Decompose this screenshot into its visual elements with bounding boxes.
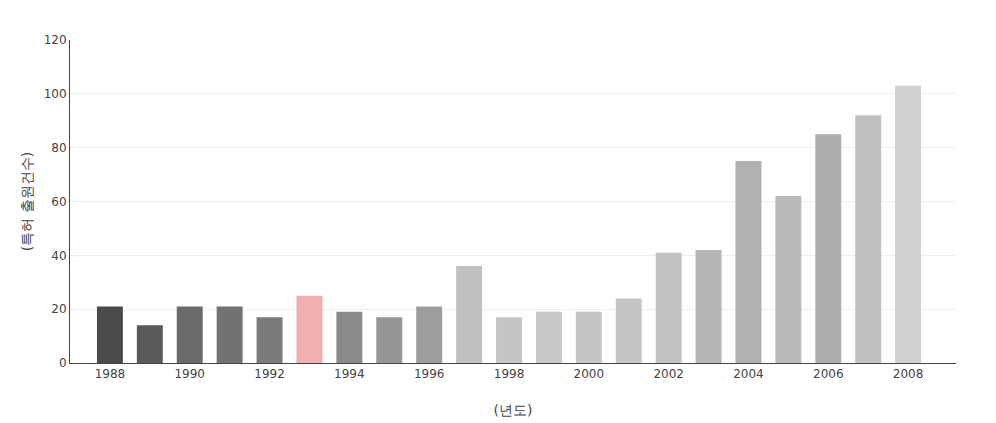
svg-text:(특허 출원건수): (특허 출원건수) [19,152,35,251]
svg-text:0: 0 [59,356,67,370]
svg-text:40: 40 [51,249,66,263]
svg-text:2006: 2006 [813,367,844,381]
svg-text:2004: 2004 [733,367,764,381]
svg-text:1994: 1994 [334,367,365,381]
svg-text:20: 20 [51,302,66,316]
svg-text:2002: 2002 [653,367,684,381]
svg-text:1996: 1996 [414,367,445,381]
svg-text:1990: 1990 [174,367,205,381]
svg-text:2008: 2008 [893,367,924,381]
svg-text:1988: 1988 [95,367,126,381]
svg-text:1998: 1998 [494,367,525,381]
svg-text:60: 60 [51,195,66,209]
svg-text:80: 80 [51,141,66,155]
svg-text:1992: 1992 [254,367,285,381]
svg-text:100: 100 [44,87,67,101]
svg-text:2000: 2000 [574,367,605,381]
svg-text:(년도): (년도) [494,402,533,418]
svg-text:120: 120 [44,33,67,47]
